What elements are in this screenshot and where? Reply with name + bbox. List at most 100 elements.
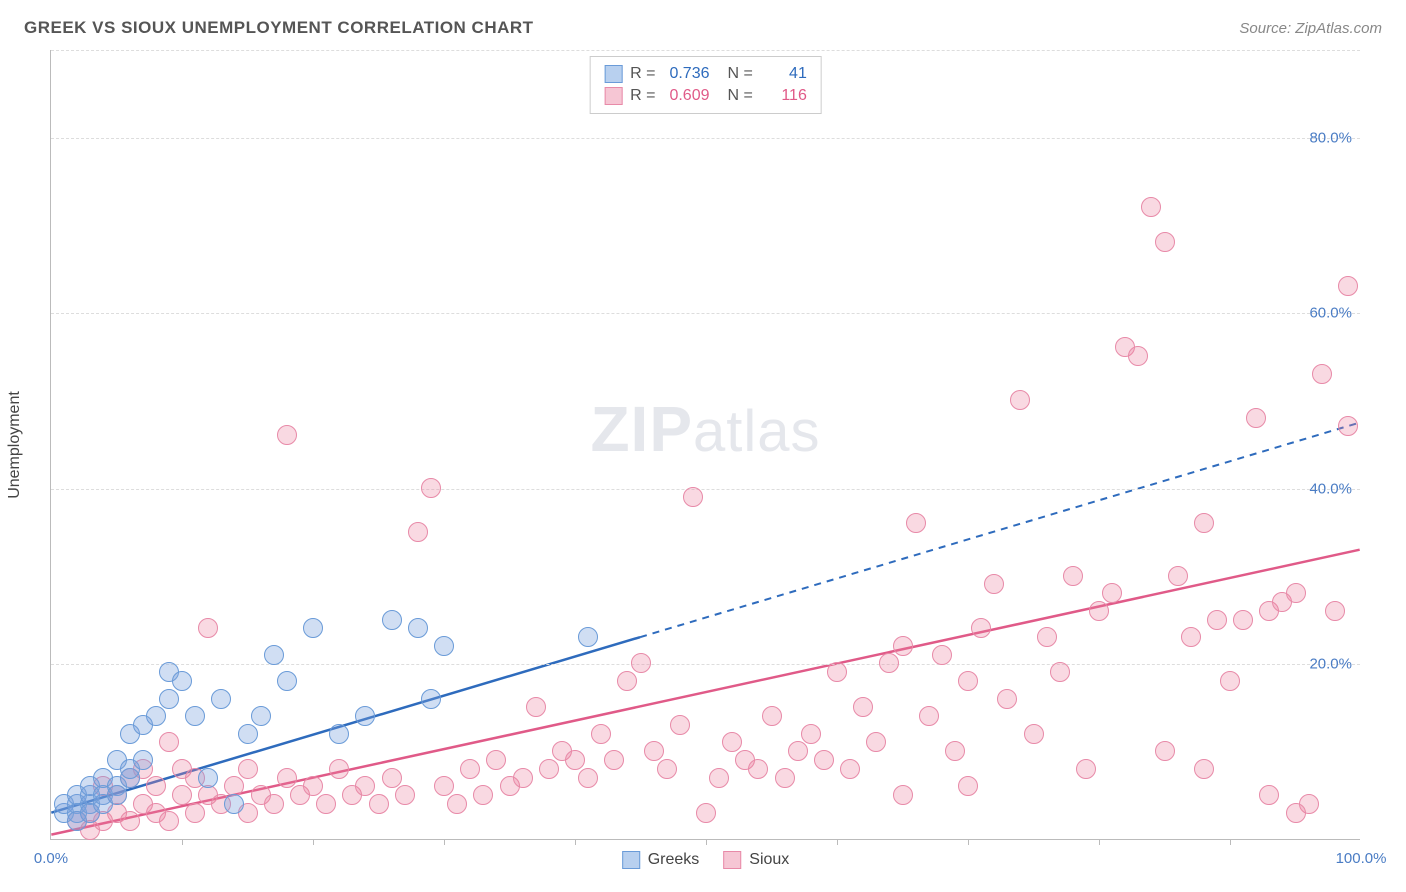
data-point <box>513 768 533 788</box>
data-point <box>578 627 598 647</box>
y-axis-label: Unemployment <box>6 391 24 499</box>
data-point <box>683 487 703 507</box>
y-tick-label: 60.0% <box>1309 305 1352 322</box>
data-point <box>460 759 480 779</box>
x-tick <box>968 839 969 845</box>
data-point <box>879 653 899 673</box>
data-point <box>1220 671 1240 691</box>
source-name: ZipAtlas.com <box>1295 20 1382 37</box>
data-point <box>303 776 323 796</box>
data-point <box>277 671 297 691</box>
data-point <box>945 741 965 761</box>
stat-r-value: 0.736 <box>664 65 710 83</box>
x-tick <box>313 839 314 845</box>
data-point <box>657 759 677 779</box>
data-point <box>604 750 624 770</box>
data-point <box>369 794 389 814</box>
stat-r-label: R = <box>630 65 655 83</box>
stat-n-label: N = <box>728 87 753 105</box>
data-point <box>578 768 598 788</box>
data-point <box>997 689 1017 709</box>
data-point <box>762 706 782 726</box>
data-point <box>840 759 860 779</box>
data-point <box>1194 759 1214 779</box>
data-point <box>893 636 913 656</box>
gridline <box>51 313 1360 314</box>
x-tick <box>1099 839 1100 845</box>
data-point <box>277 425 297 445</box>
data-point <box>958 671 978 691</box>
data-point <box>1050 662 1070 682</box>
x-tick <box>706 839 707 845</box>
chart-title: GREEK VS SIOUX UNEMPLOYMENT CORRELATION … <box>24 18 534 38</box>
data-point <box>919 706 939 726</box>
data-point <box>211 689 231 709</box>
data-point <box>329 724 349 744</box>
data-point <box>1194 513 1214 533</box>
legend-label: Sioux <box>749 851 789 869</box>
data-point <box>1141 197 1161 217</box>
data-point <box>1286 803 1306 823</box>
data-point <box>146 706 166 726</box>
data-point <box>893 785 913 805</box>
data-point <box>434 636 454 656</box>
data-point <box>1010 390 1030 410</box>
data-point <box>408 522 428 542</box>
watermark: ZIPatlas <box>590 392 820 466</box>
data-point <box>329 759 349 779</box>
data-point <box>1181 627 1201 647</box>
data-point <box>709 768 729 788</box>
data-point <box>1089 601 1109 621</box>
data-point <box>932 645 952 665</box>
data-point <box>526 697 546 717</box>
stat-r-label: R = <box>630 87 655 105</box>
x-min-label: 0.0% <box>34 850 68 867</box>
data-point <box>1246 408 1266 428</box>
legend-swatch <box>723 851 741 869</box>
data-point <box>748 759 768 779</box>
data-point <box>355 776 375 796</box>
data-point <box>827 662 847 682</box>
data-point <box>866 732 886 752</box>
data-point <box>1063 566 1083 586</box>
data-point <box>146 776 166 796</box>
data-point <box>631 653 651 673</box>
data-point <box>539 759 559 779</box>
data-point <box>1259 785 1279 805</box>
legend-swatch <box>604 87 622 105</box>
gridline <box>51 489 1360 490</box>
data-point <box>1128 346 1148 366</box>
data-point <box>382 768 402 788</box>
data-point <box>224 794 244 814</box>
legend-label: Greeks <box>648 851 700 869</box>
data-point <box>172 671 192 691</box>
data-point <box>185 803 205 823</box>
data-point <box>722 732 742 752</box>
source-prefix: Source: <box>1239 20 1295 37</box>
page-header: GREEK VS SIOUX UNEMPLOYMENT CORRELATION … <box>0 0 1406 46</box>
stat-n-value: 41 <box>761 65 807 83</box>
data-point <box>159 689 179 709</box>
data-point <box>1076 759 1096 779</box>
data-point <box>238 724 258 744</box>
data-point <box>355 706 375 726</box>
data-point <box>408 618 428 638</box>
data-point <box>172 785 192 805</box>
data-point <box>434 776 454 796</box>
data-point <box>198 618 218 638</box>
trend-line-solid <box>51 550 1359 835</box>
data-point <box>591 724 611 744</box>
stats-legend-box: R =0.736N =41R =0.609N =116 <box>589 56 822 114</box>
gridline <box>51 664 1360 665</box>
data-point <box>814 750 834 770</box>
data-point <box>775 768 795 788</box>
data-point <box>133 750 153 770</box>
x-tick <box>182 839 183 845</box>
data-point <box>1155 232 1175 252</box>
data-point <box>1155 741 1175 761</box>
source-attribution: Source: ZipAtlas.com <box>1239 20 1382 37</box>
legend-item: Greeks <box>622 851 700 869</box>
data-point <box>1168 566 1188 586</box>
gridline <box>51 50 1360 51</box>
y-tick-label: 20.0% <box>1309 656 1352 673</box>
